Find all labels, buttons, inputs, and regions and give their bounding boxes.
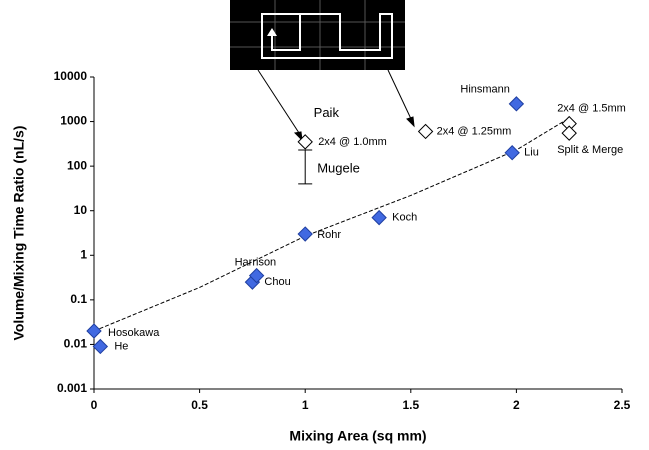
point-label: Hosokawa xyxy=(108,327,160,339)
data-point xyxy=(562,126,576,140)
data-point xyxy=(505,146,519,160)
y-tick-label: 0.01 xyxy=(64,337,88,351)
point-label: Harrison xyxy=(235,257,277,269)
data-point xyxy=(419,124,433,138)
point-label: Split & Merge xyxy=(557,144,623,156)
x-tick-label: 2 xyxy=(513,398,520,412)
data-point xyxy=(93,339,107,353)
x-tick-label: 1 xyxy=(302,398,309,412)
plot-area xyxy=(94,77,622,389)
x-tick-label: 2.5 xyxy=(614,398,631,412)
y-tick-label: 100 xyxy=(67,158,87,172)
y-axis-title: Volume/Mixing Time Ratio (nL/s) xyxy=(11,126,27,341)
point-label: Rohr xyxy=(317,229,341,241)
data-point xyxy=(87,324,101,338)
x-tick-label: 0 xyxy=(91,398,98,412)
data-point xyxy=(372,211,386,225)
x-tick-label: 0.5 xyxy=(191,398,208,412)
point-label: 2x4 @ 1.25mm xyxy=(437,125,512,137)
data-point xyxy=(509,97,523,111)
y-tick-label: 10000 xyxy=(54,69,88,83)
x-axis-title: Mixing Area (sq mm) xyxy=(289,428,426,444)
trendline xyxy=(94,118,569,331)
x-tick-label: 1.5 xyxy=(402,398,419,412)
y-tick-label: 1000 xyxy=(60,114,87,128)
point-label: Liu xyxy=(524,147,539,159)
point-label: He xyxy=(114,340,128,352)
point-label: Hinsmann xyxy=(460,84,510,96)
data-point xyxy=(298,227,312,241)
annotation: Paik xyxy=(314,105,340,120)
chart: Mixing Area (sq mm) Volume/Mixing Time R… xyxy=(0,0,649,450)
y-tick-label: 10 xyxy=(74,203,88,217)
point-label: Koch xyxy=(392,212,417,224)
y-tick-label: 0.001 xyxy=(57,381,87,395)
point-label: 2x4 @ 1.0mm xyxy=(318,136,387,148)
error-bar xyxy=(298,150,312,184)
point-label: Chou xyxy=(264,276,290,288)
error-bar-label: Mugele xyxy=(317,160,360,175)
y-tick-label: 0.1 xyxy=(70,292,87,306)
inset-image xyxy=(230,0,405,70)
point-label: 2x4 @ 1.5mm xyxy=(557,103,626,115)
y-tick-label: 1 xyxy=(80,247,87,261)
